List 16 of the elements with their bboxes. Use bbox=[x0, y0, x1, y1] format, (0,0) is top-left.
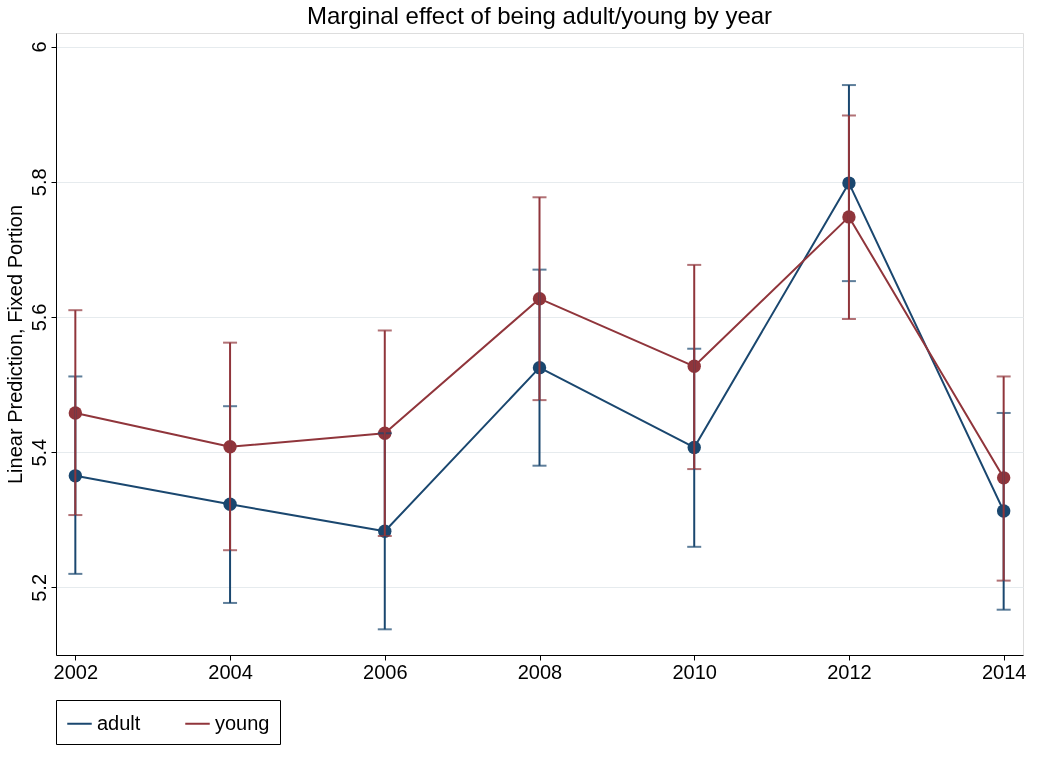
y-tick-label: 5.2 bbox=[27, 573, 50, 602]
x-tick-label: 2002 bbox=[53, 660, 99, 683]
x-tick-label: 2012 bbox=[827, 660, 872, 683]
y-tick-label: 5.6 bbox=[27, 303, 50, 332]
x-tick-label: 2008 bbox=[517, 660, 563, 683]
x-tick-label: 2014 bbox=[981, 660, 1027, 683]
chart-title: Marginal effect of being adult/young by year bbox=[306, 2, 773, 29]
x-tick-label: 2004 bbox=[208, 660, 253, 683]
legend-label: adult bbox=[97, 711, 141, 734]
y-tick-label: 5.4 bbox=[27, 438, 50, 467]
legend-label: young bbox=[215, 711, 270, 734]
y-axis-title: Linear Prediction, Fixed Portion bbox=[3, 204, 26, 485]
x-tick-label: 2010 bbox=[672, 660, 717, 683]
x-tick-label: 2006 bbox=[363, 660, 408, 683]
y-tick-label: 6 bbox=[27, 41, 50, 53]
y-tick-label: 5.8 bbox=[27, 168, 50, 197]
